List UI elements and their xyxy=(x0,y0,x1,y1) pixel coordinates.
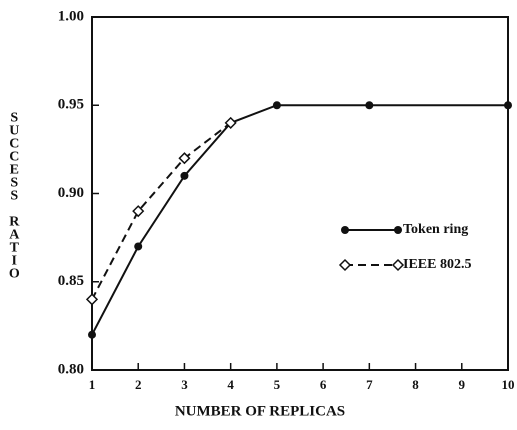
x-tick-label: 1 xyxy=(89,377,96,392)
legend-marker xyxy=(338,258,352,272)
y-tick-label: 1.00 xyxy=(58,8,84,24)
legend-marker xyxy=(341,226,349,234)
y-tick-label: 0.80 xyxy=(58,361,84,377)
data-point xyxy=(224,116,237,129)
x-tick-label: 6 xyxy=(320,377,327,392)
data-point xyxy=(504,101,512,110)
x-tick-label: 3 xyxy=(181,377,188,392)
legend-label: IEEE 802.5 xyxy=(403,257,471,272)
data-point xyxy=(88,330,96,339)
data-point xyxy=(132,205,145,218)
data-point xyxy=(272,101,281,110)
x-tick-label: 7 xyxy=(366,377,373,392)
x-tick-label: 4 xyxy=(227,377,234,392)
x-tick-label: 5 xyxy=(274,377,281,392)
y-tick-label: 0.95 xyxy=(58,97,84,113)
legend-marker xyxy=(391,258,405,272)
data-point xyxy=(365,101,374,110)
series-line xyxy=(91,122,232,300)
series-line xyxy=(91,104,508,336)
data-point xyxy=(85,293,99,306)
y-tick-label: 0.90 xyxy=(58,185,84,201)
x-tick-label: 9 xyxy=(459,377,466,392)
data-point xyxy=(180,171,189,180)
y-axis-label: SUCCESS RATIO xyxy=(7,111,22,280)
data-point xyxy=(134,242,143,251)
x-axis-label: NUMBER OF REPLICAS xyxy=(175,403,345,419)
legend-marker xyxy=(394,226,402,234)
x-tick-label: 10 xyxy=(502,377,515,392)
data-point xyxy=(178,152,191,165)
y-tick-label: 0.85 xyxy=(58,273,84,289)
x-tick-label: 2 xyxy=(135,377,142,392)
legend-label: Token ring xyxy=(403,222,468,237)
x-tick-label: 8 xyxy=(412,377,419,392)
